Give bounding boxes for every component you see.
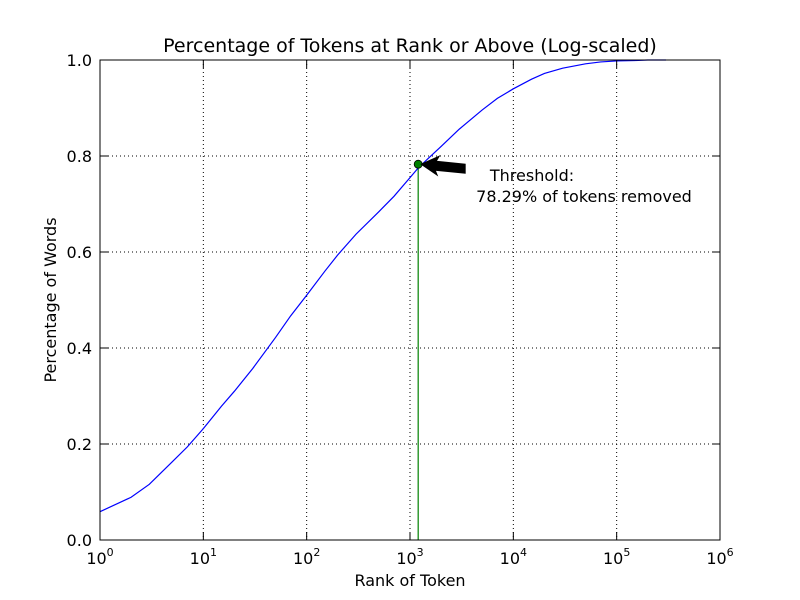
y-tick-label: 1.0 xyxy=(67,51,92,70)
series-group xyxy=(99,59,666,513)
y-tick-label: 0.2 xyxy=(67,435,92,454)
y-tick-label: 0.8 xyxy=(67,147,92,166)
x-axis-title: Rank of Token xyxy=(354,571,465,590)
y-tick-label: 0.0 xyxy=(67,531,92,550)
x-tick-label: 100 xyxy=(86,546,113,568)
x-tick-label: 103 xyxy=(396,546,423,568)
x-tick-label: 106 xyxy=(706,546,733,568)
y-axis-title: Percentage of Words xyxy=(41,217,60,382)
annotation-arrow xyxy=(420,155,466,177)
y-tick-label: 0.4 xyxy=(67,339,92,358)
x-tick-label: 104 xyxy=(500,546,527,568)
x-tick-label: 105 xyxy=(603,546,630,568)
annotation-text-line2: 78.29% of tokens removed xyxy=(476,187,692,206)
series-line xyxy=(99,59,666,513)
y-tick-label: 0.6 xyxy=(67,243,92,262)
annotation-text-line1: Threshold: xyxy=(489,166,574,185)
x-tick-label: 102 xyxy=(293,546,320,568)
chart-title: Percentage of Tokens at Rank or Above (L… xyxy=(163,35,657,57)
annotation-group: Threshold: 78.29% of tokens removed xyxy=(420,155,692,206)
x-tick-label: 101 xyxy=(190,546,217,568)
axis-ticks: 100 101 102 103 104 105 106 0.0 0.2 0.4 0.6 0.8 1.0 xyxy=(67,51,734,568)
